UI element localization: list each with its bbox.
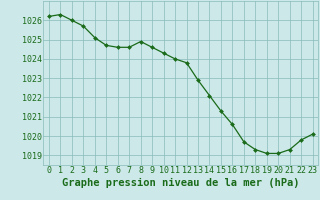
X-axis label: Graphe pression niveau de la mer (hPa): Graphe pression niveau de la mer (hPa) bbox=[62, 178, 300, 188]
